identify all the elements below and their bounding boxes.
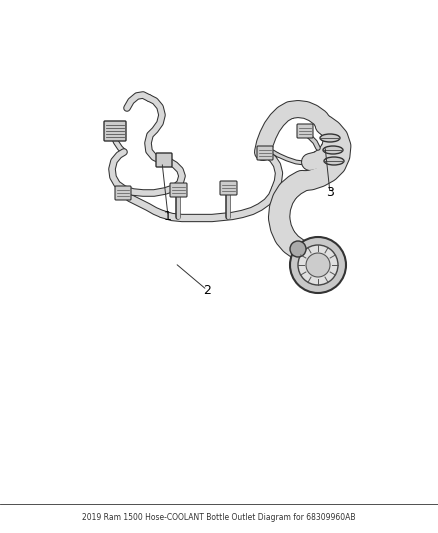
Ellipse shape	[320, 134, 340, 142]
Text: 2: 2	[203, 284, 211, 296]
FancyBboxPatch shape	[297, 124, 313, 138]
FancyBboxPatch shape	[115, 186, 131, 200]
Circle shape	[290, 241, 306, 257]
Circle shape	[290, 237, 346, 293]
Text: 1: 1	[164, 209, 172, 222]
Ellipse shape	[324, 157, 344, 165]
Circle shape	[298, 245, 338, 285]
Circle shape	[306, 253, 330, 277]
FancyBboxPatch shape	[257, 146, 273, 160]
FancyBboxPatch shape	[156, 153, 172, 167]
FancyBboxPatch shape	[104, 121, 126, 141]
FancyBboxPatch shape	[220, 181, 237, 195]
Ellipse shape	[323, 146, 343, 154]
Text: 3: 3	[326, 187, 334, 199]
Text: 2019 Ram 1500 Hose-COOLANT Bottle Outlet Diagram for 68309960AB: 2019 Ram 1500 Hose-COOLANT Bottle Outlet…	[82, 513, 356, 522]
FancyBboxPatch shape	[170, 183, 187, 197]
